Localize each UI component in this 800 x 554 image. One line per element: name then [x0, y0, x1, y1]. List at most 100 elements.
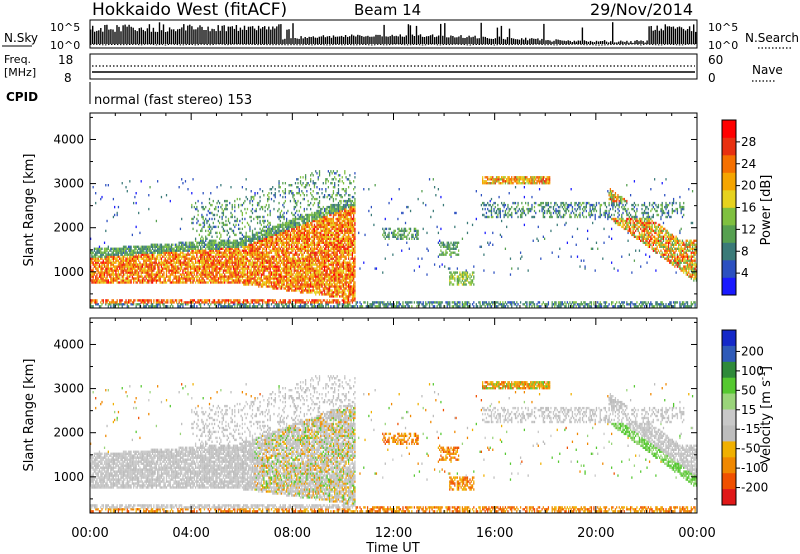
power-cell	[159, 271, 161, 274]
power-cell	[272, 285, 274, 288]
noise-sky-bar	[306, 38, 308, 44]
power-cell	[230, 305, 232, 308]
power-cell	[175, 275, 178, 278]
power-cell	[93, 301, 96, 304]
power-cell	[270, 271, 273, 274]
power-cell	[250, 239, 252, 242]
power-cell	[231, 207, 233, 211]
power-cell	[229, 275, 231, 278]
power-cell	[288, 233, 290, 237]
power-cell	[210, 257, 212, 260]
power-cell	[286, 231, 288, 235]
power-cell	[239, 301, 241, 304]
noise-sky-bar	[363, 36, 365, 44]
power-cell	[220, 205, 222, 209]
power-cell	[235, 219, 237, 223]
power-cell	[124, 255, 126, 258]
power-cell	[175, 257, 178, 260]
power-cell	[273, 241, 275, 244]
noise-sky-bar	[120, 31, 122, 44]
power-cell	[254, 275, 256, 278]
power-cell	[279, 219, 281, 223]
power-cell	[162, 255, 164, 258]
power-cell	[124, 265, 126, 268]
power-cell	[277, 251, 279, 254]
noise-sky-bar	[334, 36, 337, 44]
power-cell	[119, 263, 121, 266]
noise-sky-bar	[482, 36, 484, 44]
power-cell	[274, 194, 276, 197]
power-cell	[188, 271, 190, 274]
power-cell	[211, 271, 213, 274]
power-cell	[170, 299, 173, 302]
power-cell	[191, 275, 193, 278]
power-cell	[273, 271, 275, 274]
power-cell	[221, 253, 223, 256]
power-cell	[225, 279, 227, 282]
power-cell	[253, 263, 255, 266]
power-cell	[216, 231, 218, 235]
noise-sky-bar	[427, 36, 430, 44]
power-cell	[105, 253, 107, 256]
power-cell	[90, 249, 92, 252]
power-cell	[141, 277, 144, 280]
power-cell	[251, 255, 254, 258]
power-cell	[302, 253, 304, 256]
power-cell	[170, 259, 173, 262]
power-cell	[107, 265, 109, 268]
power-cell	[222, 227, 225, 231]
power-cell	[274, 263, 276, 266]
power-cell	[265, 203, 268, 207]
power-cell	[230, 261, 232, 264]
power-cell	[121, 259, 123, 262]
power-cell	[129, 251, 131, 254]
power-cell	[169, 249, 171, 252]
power-cell	[202, 215, 204, 219]
power-cell	[259, 277, 261, 280]
power-cell	[116, 257, 118, 260]
power-cell	[279, 247, 281, 250]
power-cell	[205, 259, 207, 262]
power-cell	[146, 279, 149, 282]
power-cell	[146, 245, 149, 248]
power-cell	[191, 267, 193, 270]
power-cell	[111, 257, 113, 260]
power-cell	[268, 275, 270, 278]
power-cell	[107, 281, 109, 284]
noise-sky-bar	[654, 29, 656, 44]
power-cell	[270, 283, 273, 286]
power-cell	[181, 301, 183, 304]
power-cell	[167, 301, 169, 304]
power-cell	[167, 279, 169, 282]
power-cell	[193, 269, 195, 272]
power-cell	[270, 192, 273, 195]
power-cell	[191, 257, 193, 260]
power-cell	[202, 273, 204, 276]
power-cell	[217, 299, 219, 302]
power-cell	[114, 255, 116, 258]
power-cell	[133, 255, 135, 258]
power-cell	[227, 239, 230, 242]
power-cell	[239, 299, 241, 302]
power-cell	[288, 275, 290, 278]
power-cell	[127, 281, 130, 284]
noise-sky-bar	[336, 36, 339, 44]
power-cell	[245, 267, 247, 270]
power-cell	[286, 227, 288, 231]
power-cell	[164, 265, 166, 268]
power-cell	[139, 281, 141, 284]
noise-sky-bar	[112, 29, 114, 44]
power-cell	[160, 259, 163, 262]
power-cell	[213, 225, 216, 229]
power-cell	[197, 281, 199, 284]
power-cell	[304, 213, 307, 217]
power-cell	[159, 263, 161, 266]
power-cell	[232, 279, 235, 282]
power-cell	[279, 273, 281, 276]
power-cell	[96, 261, 98, 264]
power-cell	[253, 267, 255, 270]
power-cell	[212, 299, 214, 302]
power-cell	[96, 269, 98, 272]
power-cell	[234, 251, 236, 254]
power-cell	[292, 253, 294, 256]
